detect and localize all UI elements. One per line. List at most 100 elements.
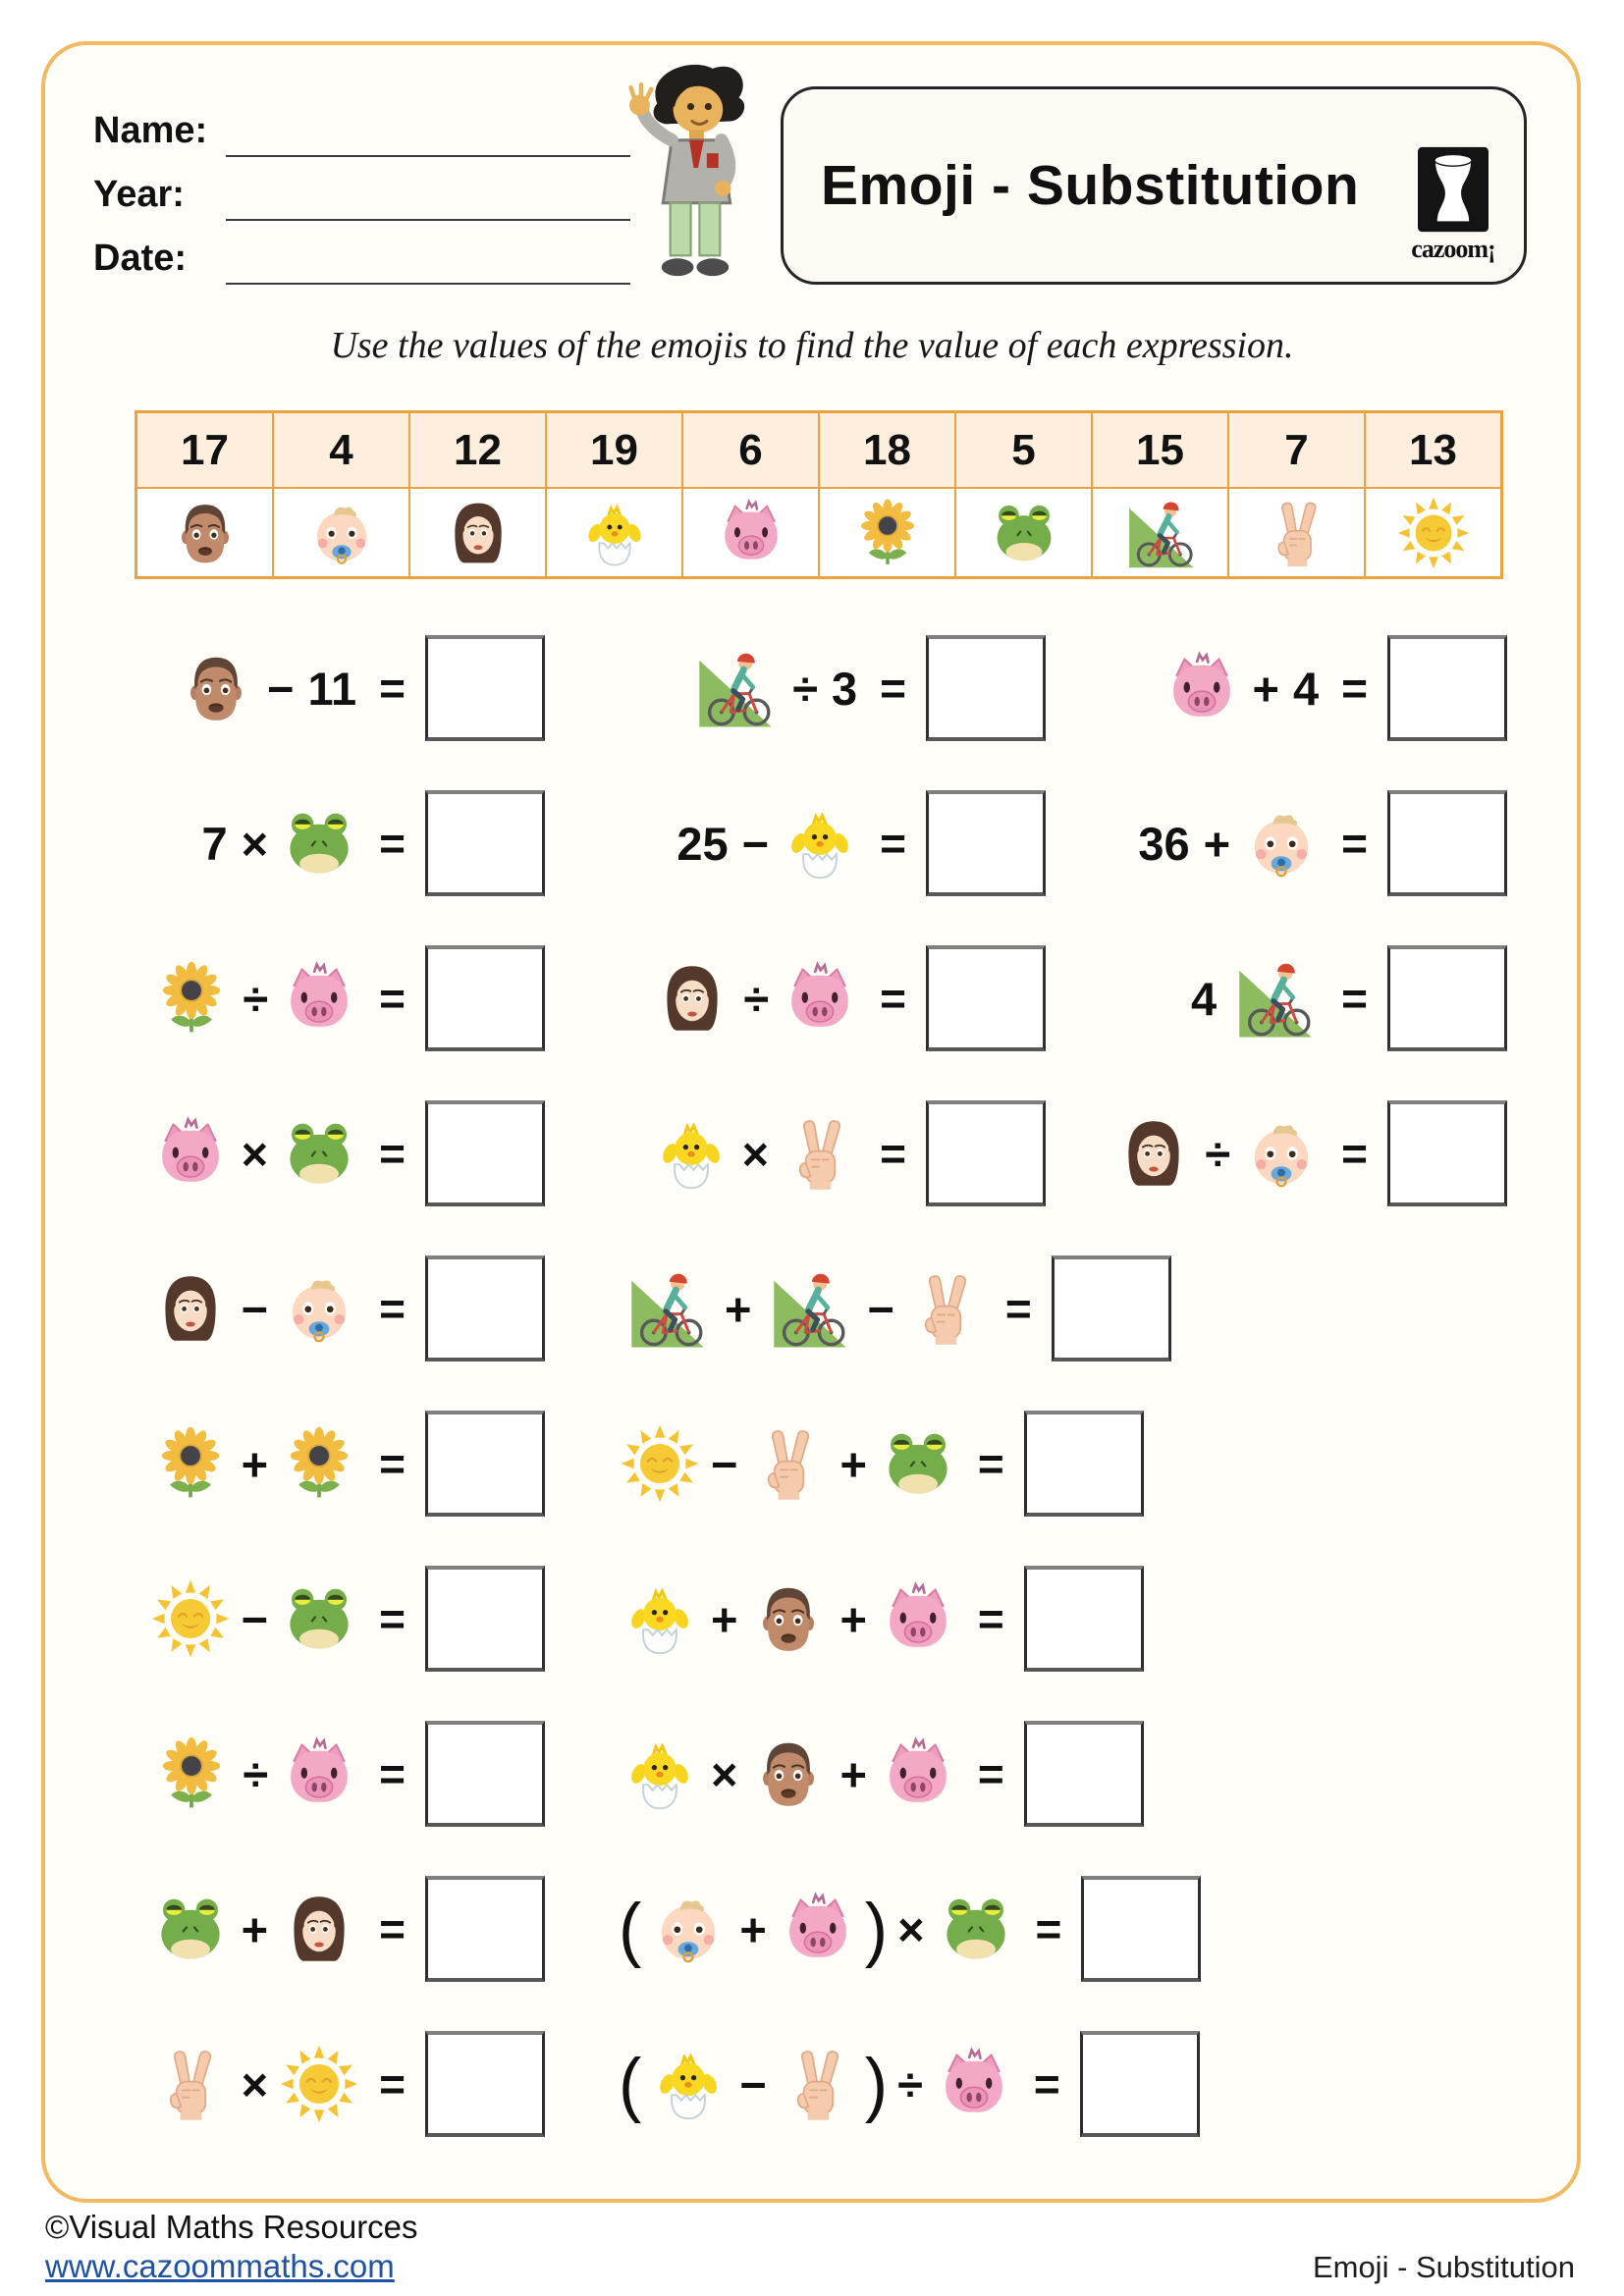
answer-box[interactable] — [1081, 1876, 1202, 1982]
baby-emoji — [1242, 804, 1321, 882]
equals-sign: = — [379, 1438, 406, 1489]
number: 4 — [1292, 662, 1320, 715]
answer-box[interactable] — [425, 1876, 545, 1982]
answer-box[interactable] — [1023, 1721, 1144, 1827]
operator: × — [241, 2057, 269, 2110]
website-link[interactable]: www.cazoommaths.com — [45, 2248, 395, 2284]
problem: × = — [79, 2031, 545, 2137]
date-field[interactable] — [226, 283, 630, 285]
answer-box[interactable] — [1387, 1100, 1507, 1206]
sun-emoji — [280, 2045, 358, 2123]
emoji-cell-sun — [1365, 488, 1501, 577]
frog-emoji — [879, 1424, 957, 1503]
problem: − = — [79, 1566, 545, 1672]
baby-emoji — [280, 1269, 358, 1348]
cazoom-logo: cazoom¡ — [1402, 144, 1504, 264]
biker-emoji — [1228, 952, 1321, 1044]
operator: ÷ — [897, 2057, 923, 2110]
problems: −11 = ÷ 3 = +4 = 7 × = 25− = 36 + = ÷ = ÷ = 4 = × = × = ÷ = − = + − = + =… — [79, 611, 1530, 2162]
problem: ÷ = — [79, 1721, 545, 1827]
parenthesis: ) — [864, 2044, 889, 2124]
answer-box[interactable] — [1051, 1255, 1171, 1362]
problem: − + = — [545, 1411, 1530, 1517]
answer-box[interactable] — [926, 1100, 1046, 1206]
answer-box[interactable] — [425, 1255, 545, 1362]
chick-emoji — [578, 497, 651, 569]
value-cell-chick: 19 — [546, 412, 682, 488]
year-field[interactable] — [226, 219, 630, 221]
equals-sign: = — [977, 1748, 1004, 1799]
answer-box[interactable] — [1387, 790, 1507, 896]
operator: ÷ — [243, 972, 269, 1025]
problem: (+) × = — [545, 1876, 1530, 1982]
sun-emoji — [621, 1424, 699, 1503]
answer-box[interactable] — [926, 945, 1046, 1051]
value-cell-pig: 6 — [682, 412, 819, 488]
answer-box[interactable] — [1387, 945, 1507, 1051]
sun-emoji — [151, 1579, 230, 1658]
chick-emoji — [621, 1579, 699, 1658]
equals-sign: = — [1004, 1283, 1032, 1334]
problem: − = — [79, 1255, 545, 1362]
man-emoji — [177, 649, 255, 727]
chick-emoji — [621, 1735, 699, 1813]
frog-emoji — [280, 1114, 358, 1193]
number: 4 — [1190, 972, 1218, 1025]
value-cell-victory: 7 — [1228, 412, 1365, 488]
victory-emoji — [151, 2045, 230, 2123]
answer-box[interactable] — [425, 2031, 545, 2137]
answer-box[interactable] — [1023, 1411, 1144, 1517]
pig-emoji — [781, 959, 859, 1038]
answer-box[interactable] — [425, 635, 545, 741]
answer-box[interactable] — [425, 945, 545, 1051]
answer-box[interactable] — [1387, 635, 1507, 741]
chick-emoji — [652, 1114, 731, 1193]
operator: + — [839, 1747, 867, 1800]
operator: × — [897, 1902, 925, 1955]
number: 25 — [677, 817, 729, 870]
value-cell-woman: 12 — [409, 412, 546, 488]
name-field[interactable] — [226, 155, 630, 157]
instruction-text: Use the values of the emojis to find the… — [330, 325, 1294, 366]
operator: − — [241, 1282, 269, 1335]
answer-box[interactable] — [926, 790, 1046, 896]
equals-sign: = — [379, 1903, 406, 1954]
victory-emoji — [906, 1269, 985, 1348]
operator: × — [711, 1747, 738, 1800]
emoji-cell-pig — [682, 488, 819, 577]
equals-sign: = — [379, 818, 406, 869]
victory-emoji — [779, 2045, 857, 2123]
man-emoji — [749, 1579, 828, 1658]
emoji-cell-frog — [955, 488, 1092, 577]
answer-box[interactable] — [425, 790, 545, 896]
pig-emoji — [280, 1735, 358, 1813]
answer-box[interactable] — [425, 1411, 545, 1517]
problem: 25− = — [545, 790, 1046, 896]
problem: 36 + = — [1046, 790, 1507, 896]
operator: − — [241, 1592, 269, 1645]
problem: × + = — [545, 1721, 1530, 1827]
frog-emoji — [937, 1890, 1015, 1968]
victory-emoji — [781, 1114, 859, 1193]
answer-box[interactable] — [926, 635, 1046, 741]
answer-box[interactable] — [425, 1566, 545, 1672]
title-box: Emoji - Substitution cazoom¡ — [781, 86, 1527, 285]
problem-row: − = + + = — [79, 1541, 1530, 1696]
problem: + + = — [545, 1566, 1530, 1672]
victory-emoji — [749, 1424, 828, 1503]
emoji-cell-woman — [409, 488, 546, 577]
values-table: 17 4 12 19 6 18 5 15 7 13 — [135, 410, 1503, 579]
value-cell-sunflower: 18 — [819, 412, 955, 488]
operator: − — [741, 817, 770, 870]
woman-emoji — [280, 1890, 358, 1968]
operator: × — [241, 817, 269, 870]
answer-box[interactable] — [1023, 1566, 1144, 1672]
operator: + — [711, 1592, 738, 1645]
equals-sign: = — [379, 2058, 406, 2109]
answer-box[interactable] — [1079, 2031, 1200, 2137]
answer-box[interactable] — [425, 1100, 545, 1206]
baby-emoji — [1242, 1114, 1321, 1193]
answer-box[interactable] — [425, 1721, 545, 1827]
value-cell-biker: 15 — [1092, 412, 1228, 488]
equals-sign: = — [1341, 663, 1368, 714]
